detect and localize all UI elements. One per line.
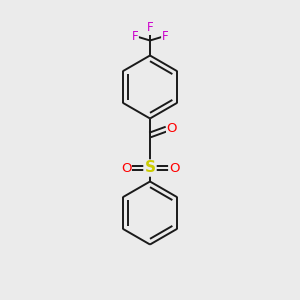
Text: O: O	[121, 161, 131, 175]
Text: F: F	[147, 21, 153, 34]
Text: O: O	[167, 122, 177, 135]
Text: F: F	[162, 29, 168, 43]
Text: F: F	[132, 29, 138, 43]
Text: S: S	[145, 160, 155, 175]
Text: O: O	[169, 161, 179, 175]
